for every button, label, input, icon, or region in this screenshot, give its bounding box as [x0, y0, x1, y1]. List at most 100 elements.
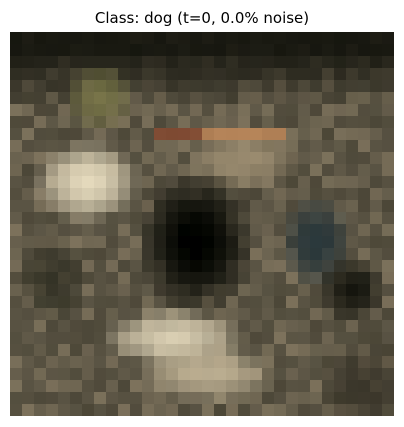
pixel: [22, 164, 35, 177]
pixel: [274, 296, 287, 309]
pixel: [382, 248, 394, 261]
pixel: [58, 128, 71, 141]
pixel: [226, 272, 239, 285]
pixel: [214, 128, 227, 141]
pixel: [214, 188, 227, 201]
pixel: [142, 152, 155, 165]
pixel: [202, 56, 215, 69]
pixel: [334, 224, 347, 237]
pixel: [70, 176, 83, 189]
pixel: [382, 368, 394, 381]
pixel: [142, 308, 155, 321]
pixel: [82, 332, 95, 345]
pixel: [106, 392, 119, 405]
pixel: [154, 56, 167, 69]
pixel: [286, 260, 299, 273]
pixel: [58, 392, 71, 405]
pixel: [274, 68, 287, 81]
pixel: [22, 380, 35, 393]
pixel: [22, 284, 35, 297]
pixel: [370, 188, 383, 201]
pixel: [226, 104, 239, 117]
pixel: [58, 188, 71, 201]
pixel: [190, 104, 203, 117]
pixel: [178, 80, 191, 93]
pixel: [190, 236, 203, 249]
pixel-canvas: [10, 32, 394, 416]
pixel: [298, 320, 311, 333]
pixel: [70, 212, 83, 225]
pixel: [214, 200, 227, 213]
pixel: [370, 368, 383, 381]
pixel: [142, 332, 155, 345]
pixel: [370, 104, 383, 117]
pixel: [226, 236, 239, 249]
pixel: [106, 272, 119, 285]
pixel: [310, 212, 323, 225]
pixel: [262, 236, 275, 249]
pixel: [238, 356, 251, 369]
pixel: [346, 356, 359, 369]
pixel: [334, 128, 347, 141]
pixel: [70, 32, 83, 45]
pixel: [22, 272, 35, 285]
pixel: [70, 404, 83, 416]
pixel: [34, 368, 47, 381]
pixel: [274, 56, 287, 69]
pixel: [94, 116, 107, 129]
pixel: [322, 332, 335, 345]
pixel: [22, 140, 35, 153]
pixel: [166, 380, 179, 393]
pixel: [286, 140, 299, 153]
pixel: [358, 140, 371, 153]
pixel: [82, 212, 95, 225]
pixel: [238, 332, 251, 345]
pixel: [82, 308, 95, 321]
pixel: [346, 32, 359, 45]
pixel: [118, 368, 131, 381]
pixel: [190, 176, 203, 189]
pixel: [190, 380, 203, 393]
pixel: [298, 32, 311, 45]
pixel: [34, 392, 47, 405]
pixel: [70, 236, 83, 249]
pixel: [250, 188, 263, 201]
pixel: [10, 152, 23, 165]
pixel: [190, 188, 203, 201]
pixel: [286, 284, 299, 297]
pixel: [106, 284, 119, 297]
pixel: [310, 140, 323, 153]
pixel: [142, 164, 155, 177]
pixel: [358, 56, 371, 69]
pixel: [226, 344, 239, 357]
pixel: [94, 272, 107, 285]
pixel: [382, 404, 394, 416]
pixel: [346, 308, 359, 321]
pixel: [298, 296, 311, 309]
pixel: [238, 188, 251, 201]
pixel: [22, 188, 35, 201]
pixel: [82, 176, 95, 189]
pixel: [310, 344, 323, 357]
pixel: [190, 32, 203, 45]
pixel: [22, 152, 35, 165]
pixel: [130, 56, 143, 69]
pixel: [322, 176, 335, 189]
pixel: [82, 284, 95, 297]
pixel: [106, 68, 119, 81]
pixel: [58, 164, 71, 177]
pixel: [250, 272, 263, 285]
pixel: [22, 200, 35, 213]
pixel: [310, 188, 323, 201]
pixel: [154, 68, 167, 81]
pixel: [382, 44, 394, 57]
pixel: [298, 200, 311, 213]
pixel: [250, 140, 263, 153]
pixel: [94, 212, 107, 225]
pixel: [298, 404, 311, 416]
pixel: [94, 404, 107, 416]
pixel: [226, 56, 239, 69]
pixel: [334, 404, 347, 416]
pixel: [286, 200, 299, 213]
pixel: [250, 368, 263, 381]
